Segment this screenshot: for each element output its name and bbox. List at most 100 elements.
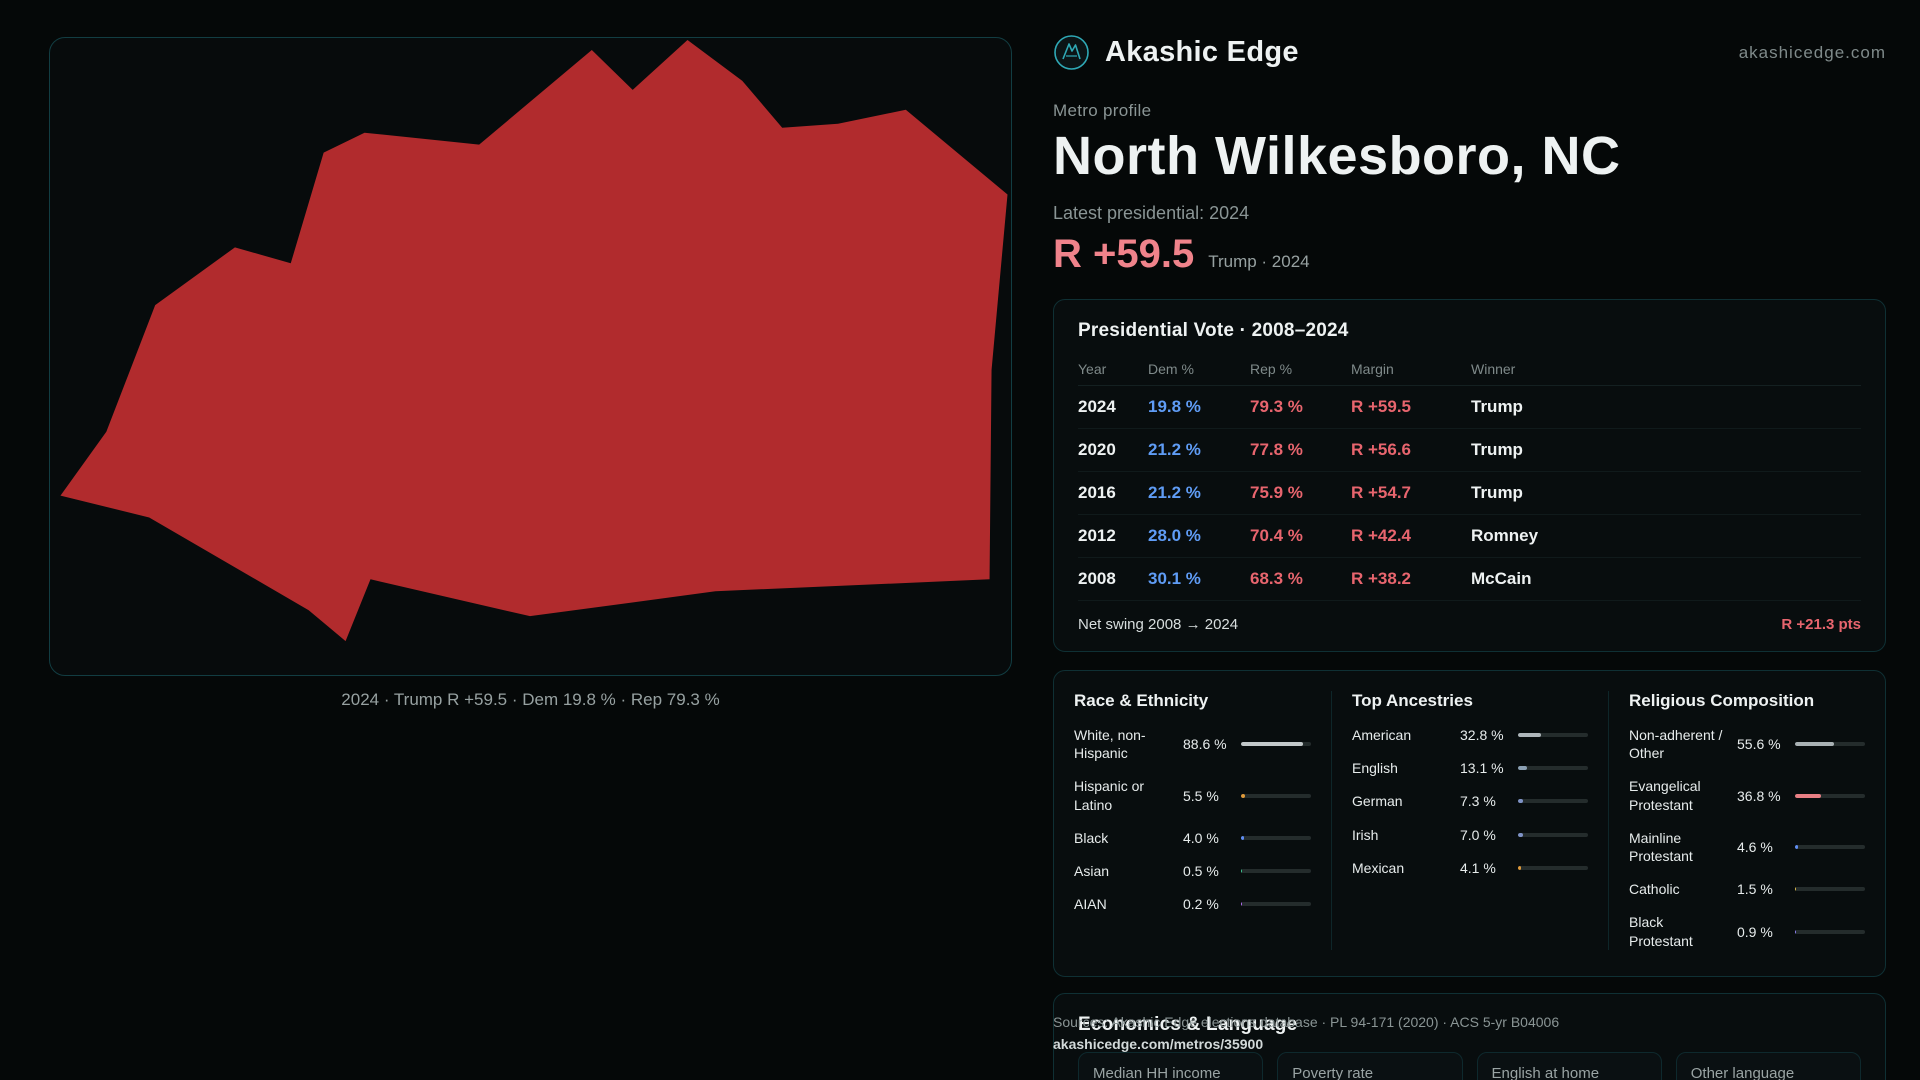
col-margin: Margin: [1351, 352, 1471, 386]
stat-label: AIAN: [1074, 896, 1107, 913]
stat-bar: [1518, 832, 1588, 837]
stat-label: White, non-Hispanic: [1074, 727, 1146, 762]
ancestries-column-title: Top Ancestries: [1352, 691, 1473, 710]
table-row: 2024 19.8 % 79.3 % R +59.5 Trump: [1078, 385, 1861, 429]
sources-line: Sources: Akashic Edge elections database…: [1053, 1014, 1560, 1030]
stat-value: 4.1 %: [1460, 859, 1496, 876]
stat-label: Non-adherent / Other: [1629, 727, 1723, 762]
stat-value: 88.6 %: [1183, 736, 1227, 753]
stat-value: 0.2 %: [1183, 896, 1219, 913]
stat-bar: [1241, 793, 1311, 798]
stat-value: 5.5 %: [1183, 787, 1219, 804]
stat-label: Other language: [1690, 1064, 1795, 1080]
stat-bar: [1795, 929, 1865, 934]
stat-label: Evangelical Protestant: [1629, 778, 1701, 813]
religious-composition-column: Religious Composition Non-adherent / Oth…: [1608, 691, 1885, 950]
stat-value: 7.3 %: [1460, 793, 1496, 810]
list-item: AIAN 0.2 %: [1074, 895, 1311, 913]
stat-label: Catholic: [1629, 881, 1680, 898]
net-swing-label: Net swing 2008 → 2024: [1078, 616, 1239, 633]
list-item: American 32.8 %: [1352, 726, 1588, 744]
table-row: 2016 21.2 % 75.9 % R +54.7 Trump: [1078, 471, 1861, 515]
table-row: 2020 21.2 % 77.8 % R +56.6 Trump: [1078, 428, 1861, 472]
economics-card-title: Economics & Language: [1078, 1013, 1298, 1035]
stat-bar: [1518, 733, 1588, 738]
county-shape-map: [60, 39, 1008, 642]
stat-poverty-rate: Poverty rate 17.1 %: [1277, 1051, 1463, 1080]
col-rep: Rep %: [1250, 352, 1351, 386]
cell-dem: 30.1 %: [1148, 557, 1250, 601]
table-row: 2008 30.1 % 68.3 % R +38.2 McCain: [1078, 557, 1861, 601]
list-item: Asian 0.5 %: [1074, 862, 1311, 880]
col-dem: Dem %: [1148, 352, 1250, 386]
stat-label: Black Protestant: [1629, 914, 1693, 949]
stat-value: 0.5 %: [1183, 863, 1219, 880]
list-item: Black 4.0 %: [1074, 829, 1311, 847]
stat-value: 7.0 %: [1460, 826, 1496, 843]
cell-margin: R +56.6: [1351, 428, 1471, 472]
page-title: North Wilkesboro, NC: [1053, 126, 1621, 186]
cell-year: 2012: [1078, 514, 1148, 558]
stat-label: English: [1352, 760, 1398, 777]
cell-margin: R +42.4: [1351, 514, 1471, 558]
headline-margin-row: R +59.5 Trump · 2024: [1053, 232, 1886, 277]
cell-year: 2008: [1078, 557, 1148, 601]
list-item: Hispanic or Latino 5.5 %: [1074, 777, 1311, 813]
stat-value: 32.8 %: [1460, 727, 1504, 744]
list-item: English 13.1 %: [1352, 759, 1588, 777]
economics-card: Economics & Language Median HH income $3…: [1053, 992, 1886, 1080]
net-swing-row: Net swing 2008 → 2024 R +21.3 pts: [1078, 616, 1861, 633]
stat-label: Asian: [1074, 862, 1110, 879]
stat-label: American: [1352, 727, 1412, 743]
brand-name: Akashic Edge: [1105, 36, 1299, 68]
county-polygon: [60, 39, 1008, 642]
cell-dem: 28.0 %: [1148, 514, 1250, 558]
race-column-title: Race & Ethnicity: [1074, 691, 1209, 710]
metro-permalink[interactable]: akashicedge.com/metros/35900: [1053, 1036, 1264, 1052]
headline-margin-subtext: Trump · 2024: [1208, 252, 1310, 271]
stat-bar: [1241, 835, 1311, 840]
cell-winner: Trump: [1471, 428, 1861, 472]
list-item: Mainline Protestant 4.6 %: [1629, 829, 1865, 865]
stat-value: 13.1 %: [1460, 760, 1504, 777]
race-ethnicity-column: Race & Ethnicity White, non-Hispanic 88.…: [1054, 691, 1331, 950]
stat-label: Black: [1074, 829, 1109, 846]
col-winner: Winner: [1471, 352, 1861, 386]
cell-margin: R +54.7: [1351, 471, 1471, 515]
cell-rep: 70.4 %: [1250, 514, 1351, 558]
cell-margin: R +38.2: [1351, 557, 1471, 601]
list-item: Non-adherent / Other 55.6 %: [1629, 726, 1865, 762]
cell-rep: 68.3 %: [1250, 557, 1351, 601]
stat-bar: [1241, 869, 1311, 874]
cell-dem: 21.2 %: [1148, 428, 1250, 472]
vote-table: Year Dem % Rep % Margin Winner 2024 19.8…: [1078, 352, 1861, 601]
cell-dem: 21.2 %: [1148, 471, 1250, 515]
col-year: Year: [1078, 352, 1148, 386]
stat-label: German: [1352, 793, 1403, 810]
list-item: Catholic 1.5 %: [1629, 880, 1865, 898]
cell-rep: 79.3 %: [1250, 385, 1351, 429]
list-item: Evangelical Protestant 36.8 %: [1629, 777, 1865, 813]
list-item: German 7.3 %: [1352, 792, 1588, 810]
stat-label: Irish: [1352, 826, 1379, 843]
stat-other-language: Other language 6.1 %: [1675, 1051, 1861, 1080]
stat-bar: [1518, 799, 1588, 804]
stat-label: Mainline Protestant: [1629, 829, 1693, 864]
net-swing-value: R +21.3 pts: [1781, 616, 1861, 633]
site-domain-link[interactable]: akashicedge.com: [1738, 42, 1886, 62]
map-caption: 2024 · Trump R +59.5 · Dem 19.8 % · Rep …: [341, 690, 720, 709]
vote-table-header-row: Year Dem % Rep % Margin Winner: [1078, 352, 1861, 386]
list-item: Irish 7.0 %: [1352, 826, 1588, 844]
stat-median-hh-income: Median HH income $38,768: [1078, 1051, 1264, 1080]
list-item: Black Protestant 0.9 %: [1629, 913, 1865, 949]
stat-bar: [1241, 742, 1311, 747]
kicker-label: Metro profile: [1053, 101, 1152, 120]
table-row: 2012 28.0 % 70.4 % R +42.4 Romney: [1078, 514, 1861, 558]
list-item: Mexican 4.1 %: [1352, 859, 1588, 877]
latest-presidential-label: Latest presidential: 2024: [1053, 203, 1250, 223]
stat-label: Hispanic or Latino: [1074, 778, 1145, 813]
stat-label: Poverty rate: [1292, 1064, 1374, 1080]
footer-sources: Sources: Akashic Edge elections database…: [1053, 1014, 1886, 1052]
stat-label: English at home: [1491, 1064, 1600, 1080]
header: Akashic Edge akashicedge.com: [1053, 0, 1886, 71]
